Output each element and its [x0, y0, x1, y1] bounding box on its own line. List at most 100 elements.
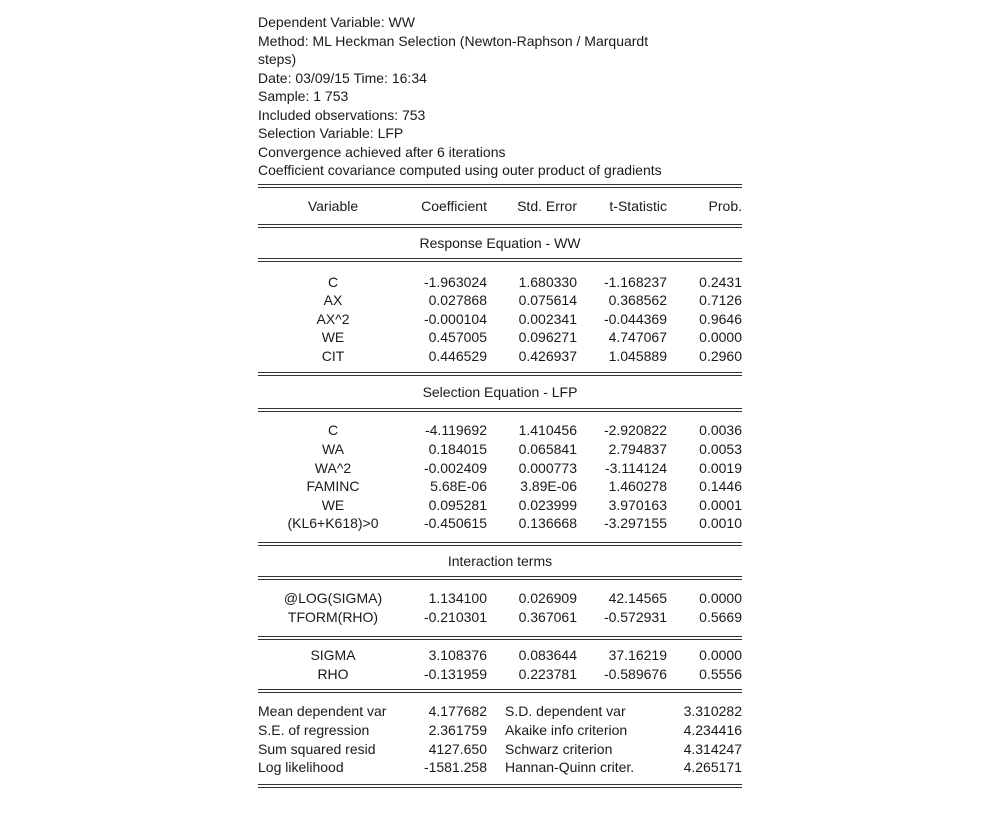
table-row: C -4.119692 1.410456 -2.920822 0.0036 [258, 421, 742, 440]
double-rule [258, 576, 742, 581]
t-statistic: -0.044369 [603, 310, 667, 327]
variable-name: WE [321, 329, 345, 346]
coefficient: 0.457005 [428, 329, 487, 346]
variable-name: C [327, 422, 339, 439]
stat-label: S.D. dependent var [505, 703, 626, 720]
prob: 0.0000 [699, 590, 742, 607]
table-row: RHO -0.131959 0.223781 -0.589676 0.5556 [258, 665, 742, 684]
prob: 0.0010 [699, 515, 742, 532]
stat-label: Hannan-Quinn criter. [505, 759, 635, 776]
table-row: SIGMA 3.108376 0.083644 37.16219 0.0000 [258, 646, 742, 665]
prob: 0.0036 [699, 422, 742, 439]
stat-value: 2.361759 [428, 722, 487, 738]
col-variable: Variable [307, 197, 359, 214]
table-row: CIT 0.446529 0.426937 1.045889 0.2960 [258, 347, 742, 366]
table-row: WA 0.184015 0.065841 2.794837 0.0053 [258, 440, 742, 459]
double-rule [258, 783, 742, 788]
coefficient: 1.134100 [428, 590, 487, 607]
prob: 0.0019 [699, 459, 742, 476]
std-error: 0.136668 [518, 515, 577, 532]
interaction-rows: @LOG(SIGMA) 1.134100 0.026909 42.14565 0.000… [258, 589, 742, 626]
table-row: FAMINC 5.68E-06 3.89E-06 1.460278 0.1446 [258, 477, 742, 496]
stats-row: Mean dependent var 4.177682 S.D. dependent… [258, 702, 742, 721]
coefficient: -4.119692 [424, 422, 487, 439]
table-row: AX 0.027868 0.075614 0.368562 0.7126 [258, 291, 742, 310]
std-error: 0.002341 [518, 310, 577, 327]
std-error: 3.89E-06 [520, 478, 577, 495]
variable-name: FAMINC [306, 478, 360, 495]
prob: 0.5669 [699, 608, 742, 625]
header-line: Selection Variable: LFP [258, 125, 404, 141]
std-error: 0.065841 [518, 441, 577, 458]
variable-name: RHO [317, 665, 349, 682]
double-rule [258, 223, 742, 228]
double-rule [258, 372, 742, 377]
header-line: Included observations: 753 [258, 106, 426, 123]
double-rule [258, 689, 742, 694]
prob: 0.5556 [699, 665, 742, 682]
std-error: 0.096271 [518, 329, 577, 346]
table-row: WE 0.457005 0.096271 4.747067 0.0000 [258, 328, 742, 347]
stat-value: 4.177682 [428, 703, 487, 720]
variable-name: CIT [321, 347, 345, 364]
header-line: Sample: 1 753 [258, 88, 349, 104]
coefficient: -0.210301 [423, 608, 487, 625]
header-line: Coefficient covariance computed using ou… [258, 162, 662, 178]
t-statistic: -3.297155 [603, 515, 667, 532]
col-std-error: Std. Error [517, 197, 577, 214]
coefficient: 0.184015 [428, 441, 487, 458]
t-statistic: -1.168237 [603, 273, 667, 290]
prob: 0.1446 [699, 478, 742, 495]
prob: 0.0000 [699, 647, 742, 664]
response-section-title: Response Equation - WW [419, 234, 581, 251]
variable-name: AX [323, 292, 343, 309]
stat-label: Akaike info criterion [505, 722, 628, 738]
prob: 0.2960 [699, 347, 742, 364]
header-line: steps) [258, 51, 297, 67]
prob: 0.0053 [699, 441, 742, 458]
stat-label: Schwarz criterion [505, 740, 613, 757]
col-coefficient: Coefficient [421, 197, 487, 214]
table-row: (KL6+K618)>0 -0.450615 0.136668 -3.297155 0.… [258, 514, 742, 533]
std-error: 0.367061 [518, 608, 577, 625]
variable-name: (KL6+K618)>0 [287, 515, 379, 532]
variable-name: SIGMA [310, 647, 356, 664]
variable-name: TFORM(RHO) [287, 608, 379, 625]
table-row: WE 0.095281 0.023999 3.970163 0.0001 [258, 496, 742, 515]
summary-stats: Mean dependent var 4.177682 S.D. dependent… [258, 702, 742, 776]
std-error: 0.026909 [518, 590, 577, 607]
col-t-statistic: t-Statistic [609, 197, 667, 214]
coefficient: 0.446529 [428, 347, 487, 364]
table-row: C -1.963024 1.680330 -1.168237 0.2431 [258, 273, 742, 292]
coefficient: 5.68E-06 [430, 478, 487, 495]
estimation-output: Dependent Variable: WW Method: ML Heckman… [258, 13, 742, 788]
t-statistic: -0.572931 [603, 608, 667, 625]
stat-value: 4.265171 [683, 759, 742, 776]
table-row: WA^2 -0.002409 0.000773 -3.114124 0.0019 [258, 459, 742, 478]
coefficient: -0.131959 [423, 665, 487, 682]
stat-label: S.E. of regression [258, 722, 370, 738]
prob: 0.7126 [699, 292, 742, 309]
double-rule [258, 542, 742, 547]
variable-name: WA^2 [314, 459, 352, 476]
variable-name: AX^2 [316, 310, 350, 327]
t-statistic: 42.14565 [608, 590, 667, 607]
header-line: Dependent Variable: WW [258, 14, 415, 30]
std-error: 0.075614 [518, 292, 577, 309]
table-row: @LOG(SIGMA) 1.134100 0.026909 42.14565 0.000… [258, 589, 742, 608]
stat-value: 4.314247 [683, 740, 742, 757]
t-statistic: 1.460278 [608, 478, 667, 495]
stat-label: Log likelihood [258, 759, 344, 776]
stat-value: 4.234416 [683, 722, 742, 738]
double-rule [258, 183, 742, 188]
std-error: 1.410456 [518, 422, 577, 439]
prob: 0.9646 [699, 310, 742, 327]
header-line: Convergence achieved after 6 iterations [258, 143, 506, 160]
double-rule [258, 408, 742, 413]
table-row: AX^2 -0.000104 0.002341 -0.044369 0.9646 [258, 310, 742, 329]
std-error: 0.426937 [518, 347, 577, 364]
prob: 0.2431 [699, 273, 742, 290]
variable-name: C [327, 273, 339, 290]
stat-label: Mean dependent var [258, 703, 387, 720]
variable-name: @LOG(SIGMA) [283, 590, 383, 607]
